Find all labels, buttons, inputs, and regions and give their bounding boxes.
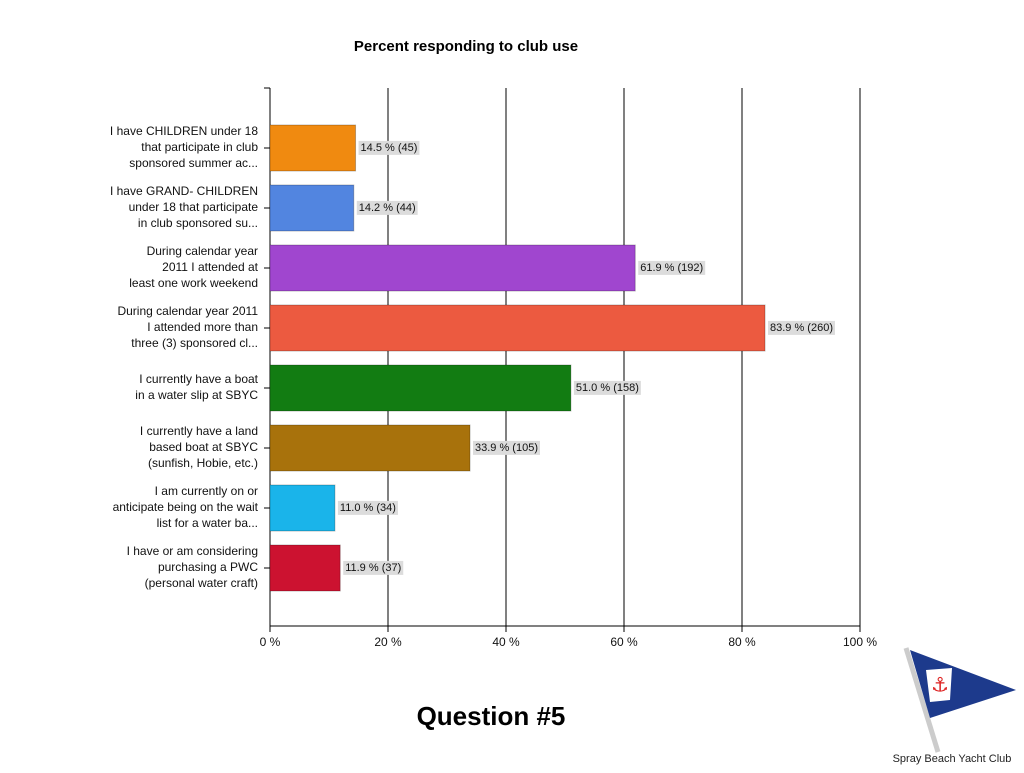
- bar: [269, 544, 341, 592]
- anchor-icon: ⚓: [931, 674, 949, 696]
- y-tick-label: I currently have a boat in a water slip a…: [135, 372, 258, 402]
- bar: [269, 304, 766, 352]
- x-tick-label: 80 %: [728, 635, 756, 649]
- data-label-bg: [343, 560, 404, 575]
- x-tick-label: 60 %: [610, 635, 638, 649]
- data-label-group: 11.9 % (37): [343, 560, 404, 575]
- data-label-bg: [337, 500, 398, 515]
- data-label-bg: [768, 320, 835, 335]
- y-tick-label: I have or am considering purchasing a PWC…: [127, 544, 259, 590]
- data-label: 51.0 % (158): [576, 382, 639, 394]
- y-tick-label: I have CHILDREN under 18 that participate…: [110, 124, 258, 170]
- y-tick-label: During calendar year 2011 I attended more…: [117, 304, 258, 350]
- data-label-bg: [473, 440, 540, 455]
- bar: [269, 424, 471, 472]
- chart-title: Percent responding to club use: [354, 38, 578, 55]
- flag-inset: [926, 668, 952, 702]
- data-label-group: 83.9 % (260): [768, 320, 835, 335]
- data-label-group: 11.0 % (34): [337, 500, 398, 515]
- x-tick-label: 0 %: [260, 635, 281, 649]
- data-label: 61.9 % (192): [640, 262, 703, 274]
- bar: [269, 364, 572, 412]
- data-label: 11.0 % (34): [340, 502, 396, 514]
- data-label: 14.5 % (45): [361, 142, 418, 154]
- bar: [269, 124, 357, 172]
- bar: [269, 484, 336, 532]
- slide-heading: Question #5: [417, 701, 566, 731]
- y-tick-label: I have GRAND- CHILDREN under 18 that part…: [110, 184, 258, 230]
- data-label-bg: [356, 200, 418, 215]
- data-label-group: 33.9 % (105): [473, 440, 540, 455]
- x-tick-label: 100 %: [843, 635, 877, 649]
- data-label: 83.9 % (260): [770, 322, 833, 334]
- data-label: 11.9 % (37): [345, 562, 401, 574]
- x-tick-label: 20 %: [374, 635, 402, 649]
- x-tick-label: 40 %: [492, 635, 520, 649]
- data-label-bg: [358, 140, 420, 155]
- logo: ⚓ Spray Beach Yacht Club: [893, 647, 1016, 765]
- y-tick-label: During calendar year 2011 I attended at le…: [129, 244, 258, 290]
- data-label: 14.2 % (44): [359, 202, 416, 214]
- bar: [269, 184, 355, 232]
- bar: [269, 244, 636, 292]
- data-label-bg: [573, 380, 641, 395]
- data-label-bg: [638, 260, 706, 275]
- data-label: 33.9 % (105): [475, 442, 538, 454]
- flag-pole: [903, 647, 941, 753]
- logo-text: Spray Beach Yacht Club: [893, 753, 1012, 765]
- y-tick-label: I am currently on or anticipate being on …: [113, 484, 259, 530]
- data-label-group: 61.9 % (192): [638, 260, 706, 275]
- y-tick-label: I currently have a land based boat at SBY…: [140, 424, 258, 470]
- data-label-group: 14.5 % (45): [358, 140, 420, 155]
- data-label-group: 14.2 % (44): [356, 200, 418, 215]
- data-label-group: 51.0 % (158): [573, 380, 641, 395]
